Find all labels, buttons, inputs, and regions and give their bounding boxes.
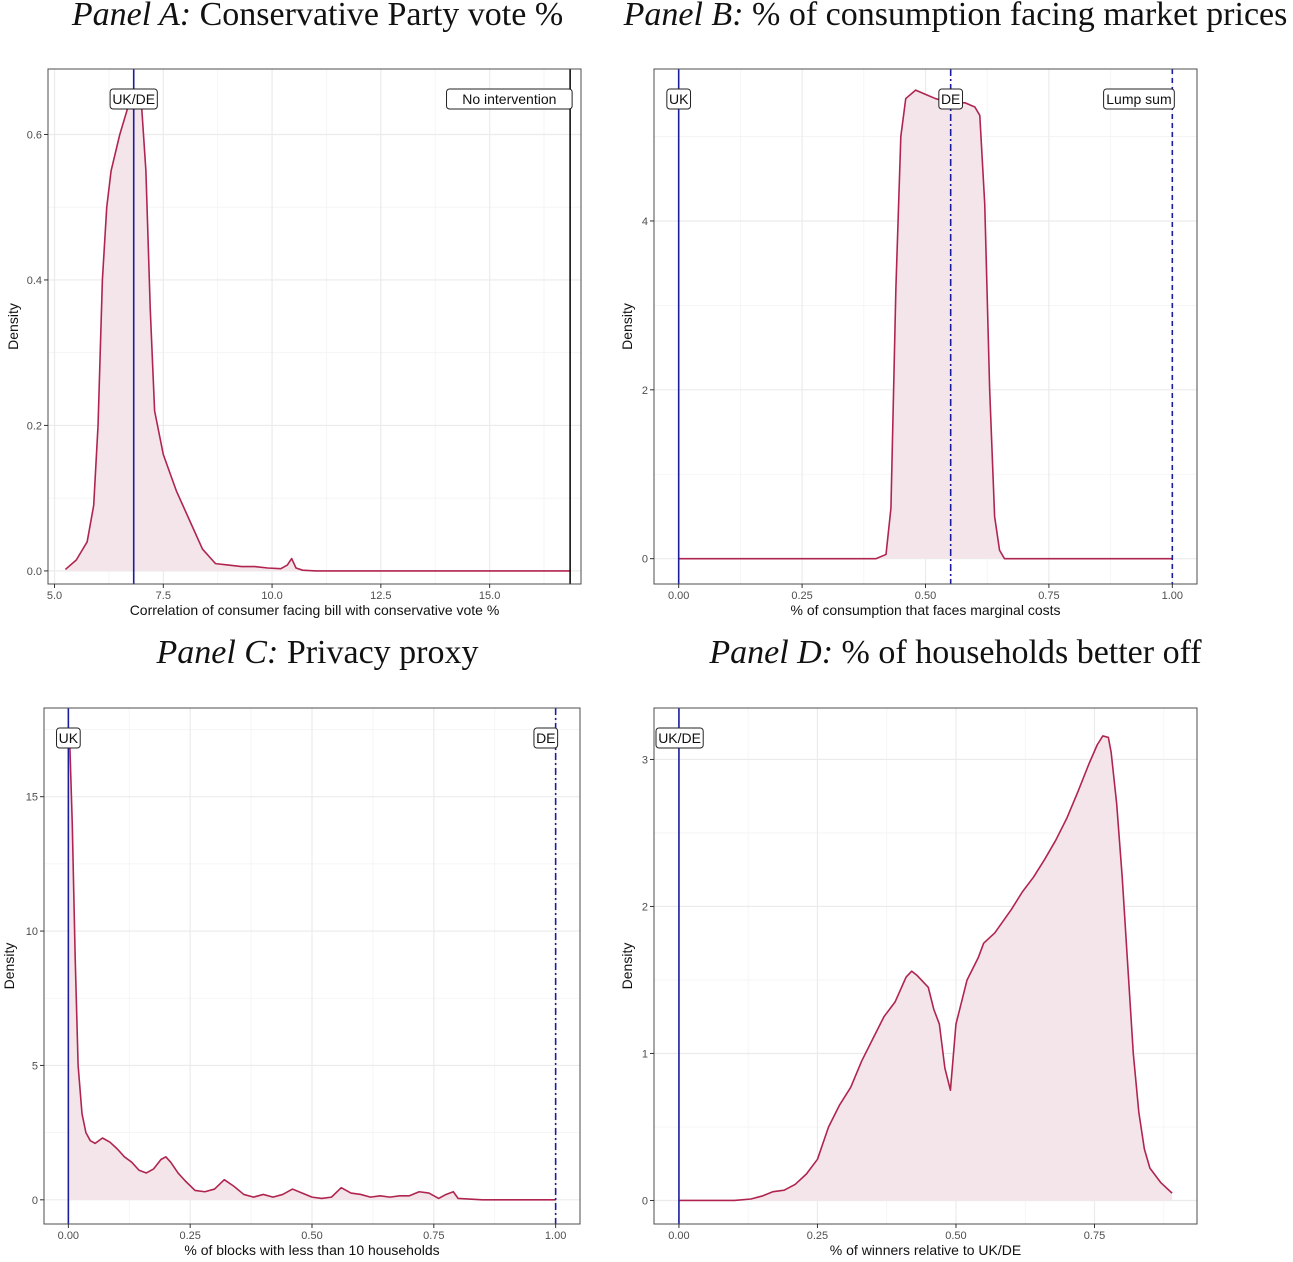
y-tick-label: 0 xyxy=(642,554,648,566)
x-tick-label: 0.00 xyxy=(58,1230,79,1242)
y-axis-title: Density xyxy=(619,943,635,990)
reference-label-box xyxy=(666,88,692,110)
x-axis-title: Correlation of consumer facing bill with… xyxy=(130,602,500,618)
reference-label-box xyxy=(56,727,81,749)
x-tick-label: 1.00 xyxy=(545,1230,566,1242)
x-tick-label: 0.75 xyxy=(1084,1230,1105,1242)
y-tick-label: 0 xyxy=(32,1195,38,1207)
panel-title: Panel B: % of consumption facing market … xyxy=(618,0,1293,34)
y-tick-label: 0.2 xyxy=(27,420,42,432)
x-tick-label: 12.5 xyxy=(370,590,391,602)
chart-panel-c: UK DE 0.00 0.25 0.50 0.75 1.00 0 5 10 15 % of block… xyxy=(1,707,581,1258)
reference-label-box xyxy=(533,727,559,749)
reference-label: UK xyxy=(669,91,689,107)
x-axis-title: % of blocks with less than 10 households xyxy=(184,1242,439,1258)
reference-label: No intervention xyxy=(462,91,556,107)
y-tick-label: 10 xyxy=(26,926,38,938)
reference-label: UK/DE xyxy=(658,730,701,746)
density-line xyxy=(68,729,556,1201)
panel-c: Panel C: Privacy proxy UK DE 0.00 0.25 0.50 0… xyxy=(0,632,635,1262)
x-axis-title: % of winners relative to UK/DE xyxy=(830,1242,1021,1258)
x-tick-label: 10.0 xyxy=(261,590,282,602)
density-line xyxy=(678,735,1173,1202)
y-axis-title: Density xyxy=(5,303,21,350)
x-tick-label: 0.75 xyxy=(1038,590,1059,602)
reference-label: UK/DE xyxy=(112,91,155,107)
x-tick-label: 0.50 xyxy=(301,1230,322,1242)
panel-prefix: Panel C: xyxy=(156,634,279,671)
x-tick-label: 15.0 xyxy=(479,590,500,602)
x-tick-label: 0.50 xyxy=(915,590,936,602)
panel-d: Panel D: % of households better off UK/D… xyxy=(618,632,1293,1262)
y-tick-label: 2 xyxy=(642,901,648,913)
reference-label: DE xyxy=(536,730,555,746)
x-tick-label: 0.25 xyxy=(791,590,812,602)
y-tick-label: 2 xyxy=(642,385,648,397)
x-tick-label: 5.0 xyxy=(47,590,62,602)
x-tick-label: 0.50 xyxy=(945,1230,966,1242)
panel-title-text: Privacy proxy xyxy=(286,634,479,671)
panel-prefix: Panel D: xyxy=(709,634,834,671)
panel-title: Panel A: Conservative Party vote % xyxy=(0,0,635,34)
x-tick-label: 0.00 xyxy=(668,1230,689,1242)
panel-title: Panel C: Privacy proxy xyxy=(0,634,635,672)
y-tick-label: 0.0 xyxy=(27,566,42,578)
density-area xyxy=(678,735,1173,1201)
x-tick-label: 0.25 xyxy=(179,1230,200,1242)
x-tick-label: 0.25 xyxy=(807,1230,828,1242)
x-tick-label: 0.75 xyxy=(423,1230,444,1242)
reference-label-box xyxy=(446,88,573,110)
reference-label: Lump sum xyxy=(1106,91,1171,107)
panel-title-text: % of consumption facing market prices xyxy=(752,0,1288,33)
y-tick-label: 0.4 xyxy=(27,275,42,287)
density-area xyxy=(69,729,556,1200)
chart-panel-a: UK/DE No intervention 5.0 7.5 10.0 12.5 15.0 0.… xyxy=(5,68,582,618)
plot-frame xyxy=(47,68,582,585)
reference-label-box xyxy=(109,88,158,110)
x-tick-label: 1.00 xyxy=(1162,590,1183,602)
reference-label-box xyxy=(655,727,704,749)
density-line xyxy=(64,90,571,572)
y-tick-label: 0 xyxy=(642,1195,648,1207)
y-tick-label: 3 xyxy=(642,754,648,766)
y-tick-label: 5 xyxy=(32,1060,38,1072)
y-tick-label: 4 xyxy=(642,216,648,228)
y-axis-title: Density xyxy=(1,943,17,990)
y-tick-label: 0.6 xyxy=(27,129,42,141)
x-tick-label: 7.5 xyxy=(156,590,171,602)
reference-label-box xyxy=(1103,88,1175,110)
density-area xyxy=(65,90,571,571)
chart-panel-b: UK DE Lump sum 0.00 0.25 0.50 0.75 1.00 0 2 4 % of … xyxy=(619,68,1198,618)
panel-a: Panel A: Conservative Party vote % UK/DE… xyxy=(0,0,635,625)
panel-title: Panel D: % of households better off xyxy=(618,634,1293,672)
y-axis-title: Density xyxy=(619,303,635,350)
y-tick-label: 15 xyxy=(26,792,38,804)
panel-title-text: Conservative Party vote % xyxy=(199,0,564,33)
plot-frame xyxy=(653,707,1198,1225)
reference-label: UK xyxy=(59,730,79,746)
panel-title-text: % of households better off xyxy=(841,634,1202,671)
y-tick-label: 1 xyxy=(642,1048,648,1060)
x-axis-title: % of consumption that faces marginal cos… xyxy=(790,602,1060,618)
x-tick-label: 0.00 xyxy=(668,590,689,602)
reference-label-box xyxy=(938,88,964,110)
panel-prefix: Panel B: xyxy=(623,0,744,33)
density-area xyxy=(678,90,1173,559)
panel-b: Panel B: % of consumption facing market … xyxy=(618,0,1293,625)
panel-prefix: Panel A: xyxy=(71,0,192,33)
chart-panel-d: UK/DE 0.00 0.25 0.50 0.75 0 1 2 3 % of winners re… xyxy=(619,707,1198,1258)
reference-label: DE xyxy=(941,91,960,107)
